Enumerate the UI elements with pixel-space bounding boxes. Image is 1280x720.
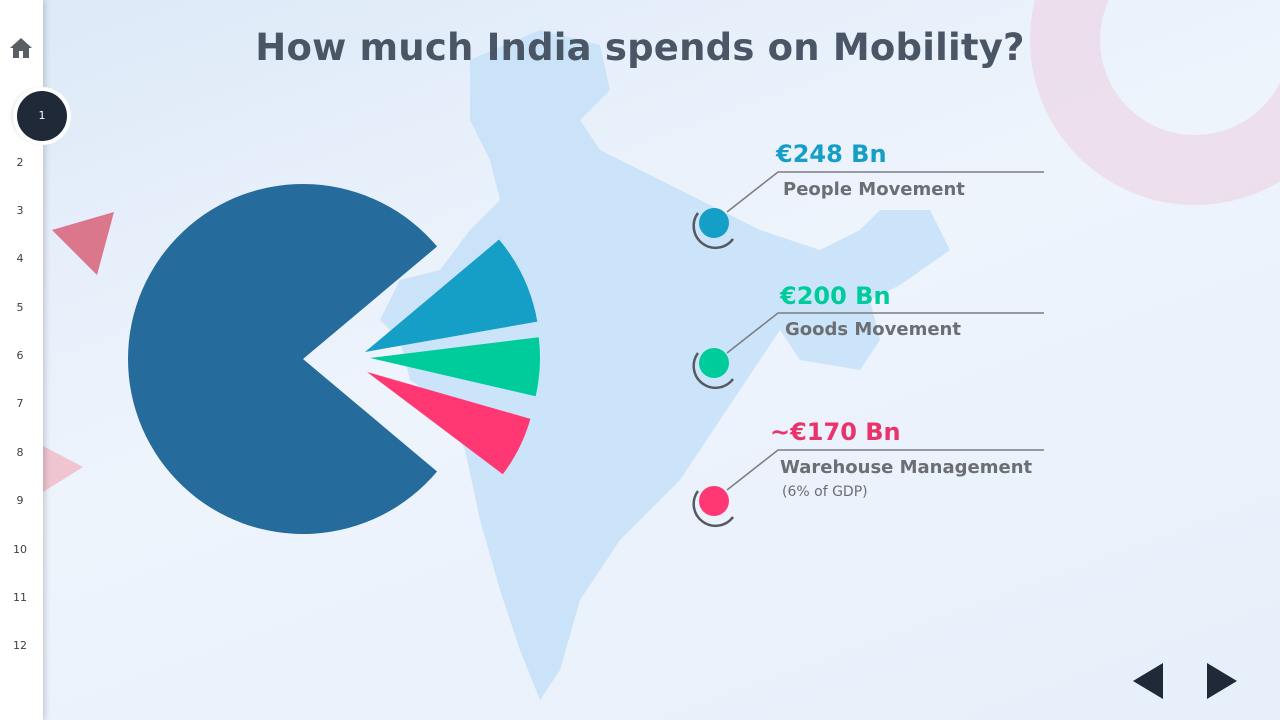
value-label-people: €248 Bn: [776, 140, 887, 168]
prev-arrow-icon[interactable]: [1130, 660, 1166, 702]
slide-sidebar: 1 2 3 4 5 6 7 8 9 10 11 12: [0, 0, 67, 720]
slide-number-8[interactable]: 8: [16, 446, 24, 459]
value-label-warehouse: ~€170 Bn: [770, 418, 901, 446]
category-label-people: People Movement: [783, 179, 965, 200]
slide-number-7[interactable]: 7: [16, 397, 24, 410]
pie-slice-warehouse: [367, 372, 531, 475]
india-map-shape: [380, 30, 950, 700]
callout-people: [692, 171, 1044, 250]
category-label-goods: Goods Movement: [785, 319, 961, 340]
slide-number-5[interactable]: 5: [16, 301, 24, 314]
callout-warehouse: [692, 449, 1044, 528]
slide-number-9[interactable]: 9: [16, 494, 24, 507]
slide-number-11[interactable]: 11: [13, 591, 27, 604]
marker-people: [699, 208, 729, 238]
next-arrow-icon[interactable]: [1204, 660, 1240, 702]
pie-slice-main: [128, 183, 438, 534]
slide-number-3[interactable]: 3: [16, 204, 24, 217]
slide-number-4[interactable]: 4: [16, 252, 24, 265]
category-label-warehouse: Warehouse Management: [780, 457, 1033, 478]
home-icon[interactable]: [9, 36, 33, 60]
note-label-warehouse: (6% of GDP): [782, 484, 868, 500]
value-label-goods: €200 Bn: [780, 282, 891, 310]
marker-warehouse: [699, 486, 729, 516]
pie-slice-goods: [370, 337, 540, 397]
decor-triangle-1: [52, 212, 114, 275]
callout-goods: [692, 312, 1044, 390]
slide-number-6[interactable]: 6: [16, 349, 24, 362]
slide-number-2[interactable]: 2: [16, 156, 24, 169]
slide-number-1[interactable]: 1: [17, 91, 67, 141]
page-title: How much India spends on Mobility?: [255, 26, 1025, 69]
pie-slice-people: [365, 239, 538, 352]
slide-number-12[interactable]: 12: [13, 639, 27, 652]
marker-goods: [699, 348, 729, 378]
decor-triangle-2: [43, 446, 83, 492]
slide-number-10[interactable]: 10: [13, 543, 27, 556]
